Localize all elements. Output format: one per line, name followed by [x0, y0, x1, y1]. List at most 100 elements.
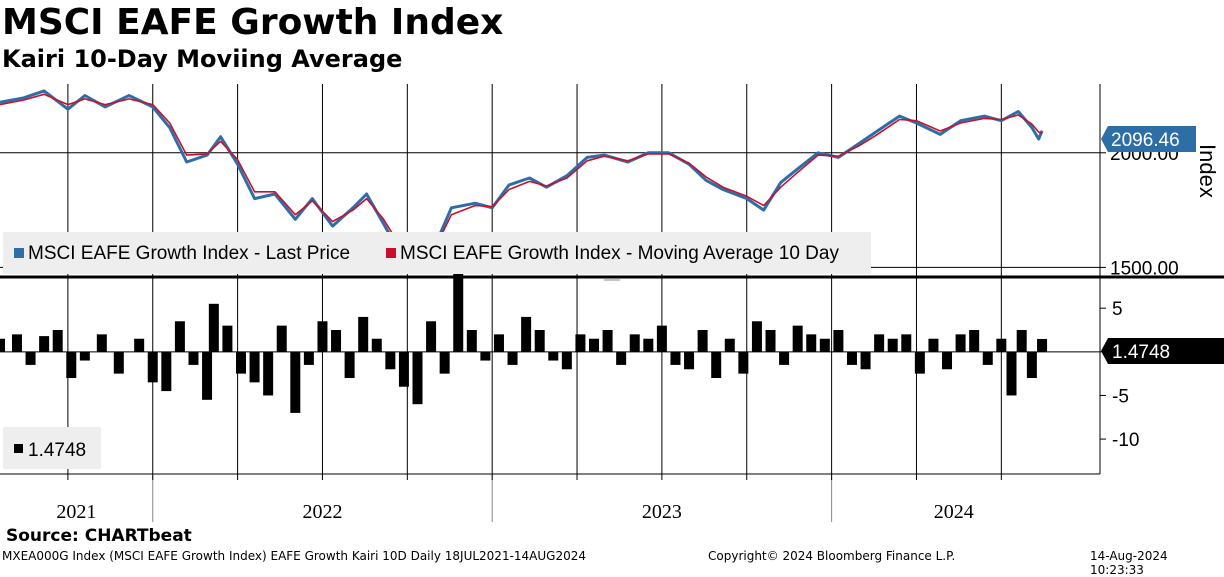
kairi-bar — [1006, 351, 1017, 396]
y-tick-label: 1500.00 — [1110, 258, 1179, 279]
kairi-bar — [385, 351, 396, 370]
kairi-bar — [656, 325, 667, 352]
kairi-bar — [290, 351, 301, 413]
kairi-bar — [711, 351, 722, 378]
kairi-bar — [358, 316, 369, 352]
kairi-bar — [928, 338, 939, 352]
kairi-bar — [684, 351, 695, 370]
kairi-bar — [860, 351, 871, 370]
kairi-bar — [833, 330, 844, 352]
kairi-bar — [779, 351, 790, 365]
legend-swatch-moving-average — [386, 248, 396, 258]
kairi-bar — [263, 351, 274, 396]
kairi-bar — [208, 303, 219, 352]
legend-label-moving-average: MSCI EAFE Growth Index - Moving Average … — [400, 243, 839, 264]
kairi-bar — [79, 351, 90, 361]
kairi-bar — [25, 351, 36, 365]
legend-kairi-panel: 1.4748 — [3, 427, 101, 469]
legend-swatch-price — [14, 248, 24, 258]
kairi-bar — [792, 325, 803, 352]
kairi-last-value: 1.4748 — [1112, 342, 1170, 363]
kairi-bar — [846, 351, 857, 365]
y-axis-label-index: Index — [1195, 144, 1220, 198]
kairi-bar — [996, 338, 1007, 352]
kairi-bar — [629, 334, 640, 352]
kairi-bar — [249, 351, 260, 383]
kairi-last-value-tag — [1101, 338, 1224, 364]
timestamp: 14-Aug-2024 10:23:33 — [1090, 549, 1168, 577]
gridlines — [0, 84, 1100, 474]
kairi-bar — [371, 338, 382, 352]
kairi-bar — [670, 351, 681, 365]
kairi-bar — [819, 338, 830, 352]
kairi-bar — [765, 330, 776, 352]
last-value-labels: 2096.46 1.4748 — [1101, 126, 1224, 364]
kairi-bar — [534, 330, 545, 352]
kairi-bar — [39, 336, 50, 352]
kairi-bar — [113, 351, 124, 374]
price-last-value: 2096.46 — [1111, 130, 1180, 151]
source-note: Source: CHARTbeat — [6, 526, 192, 546]
kairi-bar — [222, 325, 233, 352]
x-tick-label: 2022 — [302, 501, 342, 523]
kairi-panel — [0, 273, 1048, 413]
kairi-bar — [887, 338, 898, 352]
y-tick-label: -5 — [1112, 386, 1129, 407]
kairi-bar — [874, 334, 885, 352]
legend-swatch-kairi — [14, 444, 23, 453]
y-tick-label: -10 — [1112, 430, 1139, 451]
kairi-bar — [955, 334, 966, 352]
kairi-bar — [398, 351, 409, 387]
kairi-bar — [738, 351, 749, 374]
series-line-moving-average — [0, 93, 1043, 264]
kairi-bar — [616, 351, 627, 365]
kairi-bar — [11, 334, 22, 352]
x-tick-label: 2023 — [642, 501, 682, 523]
chart-subtitle: Kairi 10-Day Moviing Average — [2, 45, 403, 73]
ticker-info: MXEA000G Index (MSCI EAFE Growth Index) … — [2, 549, 587, 563]
kairi-bar — [161, 351, 172, 392]
chart-title: MSCI EAFE Growth Index — [2, 2, 504, 43]
kairi-bar — [134, 338, 145, 352]
legend-price-panel: MSCI EAFE Growth Index - Last Price MSCI… — [3, 232, 871, 274]
kairi-bar — [901, 334, 912, 352]
kairi-bar — [575, 334, 586, 352]
kairi-bar — [914, 351, 925, 374]
legend-label-price: MSCI EAFE Growth Index - Last Price — [28, 243, 350, 264]
kairi-bar — [806, 334, 817, 352]
kairi-bar — [453, 273, 464, 352]
kairi-bar — [521, 316, 532, 352]
kairi-bar — [602, 330, 613, 352]
kairi-bar — [480, 351, 491, 361]
copyright-note: Copyright© 2024 Bloomberg Finance L.P. — [708, 549, 956, 563]
kairi-bar — [561, 351, 572, 370]
kairi-bar — [942, 351, 953, 370]
kairi-bar — [52, 330, 63, 352]
kairi-bar — [724, 338, 735, 352]
kairi-bar — [1026, 351, 1037, 378]
kairi-bar — [969, 330, 980, 352]
kairi-bar — [66, 351, 77, 378]
kairi-bar — [589, 338, 600, 352]
kairi-bar — [493, 334, 504, 352]
kairi-bar — [174, 321, 185, 352]
kairi-bar — [1016, 330, 1027, 352]
price-panel — [0, 89, 1044, 269]
kairi-bar — [0, 338, 5, 352]
kairi-bar — [751, 321, 762, 352]
kairi-bar — [147, 351, 158, 383]
kairi-bar — [548, 351, 559, 361]
kairi-bar — [276, 325, 287, 352]
kairi-bar — [96, 334, 107, 352]
kairi-bar — [202, 351, 213, 400]
kairi-bar — [235, 351, 246, 374]
kairi-bar — [507, 351, 518, 365]
kairi-bar — [412, 351, 423, 405]
kairi-bar — [303, 351, 314, 365]
kairi-bar — [439, 351, 450, 374]
legend-label-kairi: 1.4748 — [28, 440, 86, 461]
kairi-bar — [426, 321, 437, 352]
kairi-bar — [643, 338, 654, 352]
